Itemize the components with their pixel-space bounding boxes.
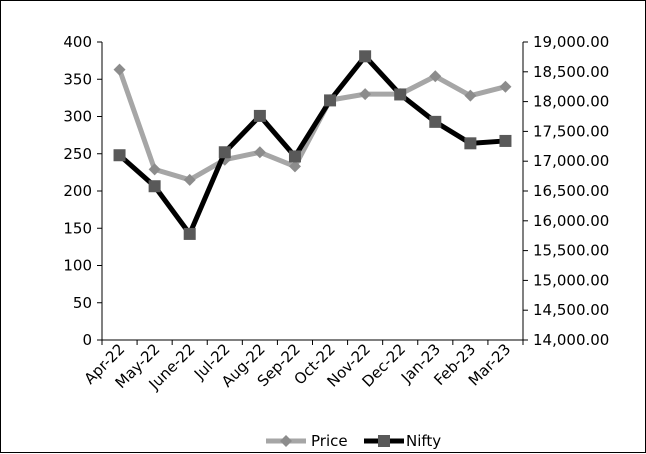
y-left-tick-label: 100 xyxy=(63,257,92,275)
nifty-point xyxy=(464,137,477,150)
y-left-tick-label: 150 xyxy=(63,219,92,237)
y-right-tick-label: 17,500.00 xyxy=(533,122,609,140)
legend-nifty-marker xyxy=(378,435,390,447)
y-right-tick-label: 19,000.00 xyxy=(533,33,609,51)
price-point xyxy=(113,63,126,76)
y-right-tick-label: 14,500.00 xyxy=(533,301,609,319)
y-left-tick-label: 300 xyxy=(63,108,92,126)
nifty-point xyxy=(253,109,266,122)
price-point xyxy=(359,88,372,101)
nifty-point xyxy=(183,227,196,240)
price-point xyxy=(499,80,512,93)
price-point xyxy=(253,146,266,159)
price-point xyxy=(148,163,161,176)
legend: Price Nifty xyxy=(266,432,441,450)
nifty-point xyxy=(499,134,512,147)
y-right-tick-label: 15,500.00 xyxy=(533,242,609,260)
price-point xyxy=(429,70,442,83)
price-point xyxy=(183,173,196,186)
legend-price-label: Price xyxy=(311,432,348,450)
axes xyxy=(97,41,528,345)
y-right-tick-label: 15,000.00 xyxy=(533,271,609,289)
nifty-point xyxy=(288,150,301,163)
y-right-tick-label: 18,000.00 xyxy=(533,93,609,111)
nifty-point xyxy=(359,50,372,63)
nifty-point xyxy=(113,149,126,162)
y-right-tick-label: 16,500.00 xyxy=(533,182,609,200)
y-left-tick-label: 400 xyxy=(63,33,92,51)
y-right-tick-label: 18,500.00 xyxy=(533,63,609,81)
price-point xyxy=(288,160,301,173)
legend-price-marker xyxy=(280,435,292,447)
legend-nifty-label: Nifty xyxy=(406,432,441,450)
price-series-line xyxy=(117,68,507,183)
nifty-point xyxy=(429,115,442,128)
y-right-tick-label: 14,000.00 xyxy=(533,331,609,349)
y-right-tick-label: 16,000.00 xyxy=(533,212,609,230)
nifty-point xyxy=(148,180,161,193)
series-layer xyxy=(113,50,512,240)
y-left-tick-label: 250 xyxy=(63,145,92,163)
nifty-point xyxy=(394,88,407,101)
y-left-tick-label: 200 xyxy=(63,182,92,200)
y-right-tick-label: 17,000.00 xyxy=(533,152,609,170)
nifty-point xyxy=(324,94,337,107)
price-point xyxy=(464,89,477,102)
y-left-tick-label: 0 xyxy=(82,331,92,349)
y-left-tick-label: 50 xyxy=(73,294,92,312)
y-left-tick-label: 350 xyxy=(63,70,92,88)
nifty-point xyxy=(218,146,231,159)
